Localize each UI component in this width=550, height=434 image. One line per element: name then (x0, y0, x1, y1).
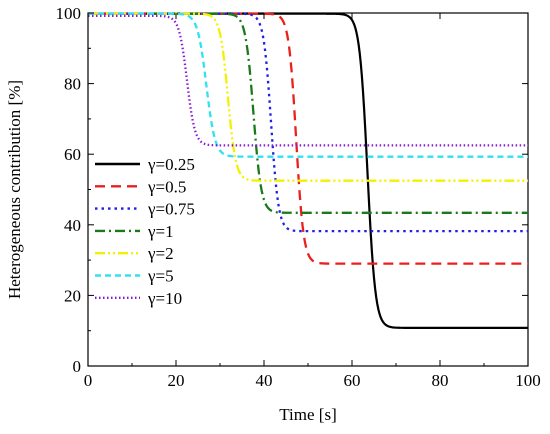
legend-label: γ=1 (147, 222, 174, 241)
x-tick-label: 60 (344, 371, 361, 390)
x-tick-label: 40 (256, 371, 273, 390)
legend-label: γ=5 (147, 267, 174, 286)
legend-label: γ=0.5 (147, 177, 186, 196)
legend-label: γ=0.75 (147, 200, 195, 219)
y-tick-label: 20 (64, 286, 81, 305)
series-line (88, 12, 528, 158)
x-tick-label: 20 (168, 371, 185, 390)
legend: γ=0.25 γ=0.5 γ=0.75 γ=1 γ=2 γ=5 γ=10 (95, 155, 195, 308)
y-tick-label: 80 (64, 75, 81, 94)
y-tick-label: 100 (56, 4, 82, 23)
x-axis-label: Time [s] (279, 405, 336, 424)
y-tick-label: 0 (73, 357, 82, 376)
series-line (88, 12, 528, 233)
y-tick-label: 40 (64, 216, 81, 235)
x-tick-label: 100 (515, 371, 541, 390)
legend-label: γ=0.25 (147, 155, 195, 174)
x-tick-label: 80 (432, 371, 449, 390)
y-tick-label: 60 (64, 145, 81, 164)
ticks-layer: 0 20 40 60 80 100 0 20 40 60 80 100 (56, 4, 541, 390)
series-layer (88, 12, 528, 329)
legend-label: γ=2 (147, 244, 174, 263)
series-line (88, 14, 528, 147)
y-axis-label: Heterogeneous contribution [%] (5, 80, 24, 299)
x-tick-label: 0 (84, 371, 93, 390)
legend-label: γ=10 (147, 289, 182, 308)
series-line (88, 12, 528, 214)
